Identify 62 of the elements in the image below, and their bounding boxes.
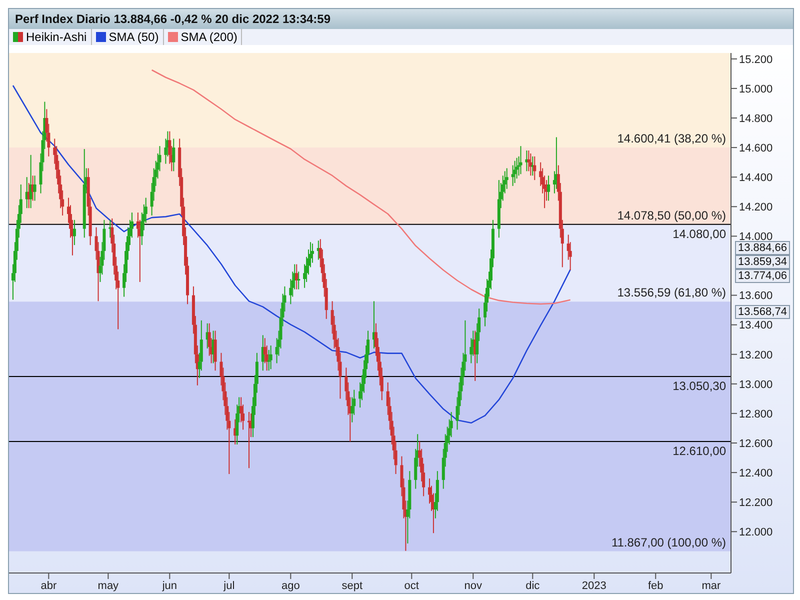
line-series (12, 84, 571, 424)
candlestick (505, 168, 508, 190)
ref-line-label: 13.050,30 (672, 379, 726, 393)
line-series (151, 69, 571, 305)
candlestick (172, 138, 176, 172)
y-tick-label: 14.000 (739, 231, 773, 244)
y-tick-label: 15.200 (739, 54, 773, 66)
ref-line-label: 12.610,00 (672, 444, 726, 458)
text: 13.774,06 (735, 269, 790, 283)
x-tick-label: sept (342, 580, 363, 592)
x-tick-label: may (98, 580, 120, 592)
legend-label: Heikin-Ashi (26, 30, 87, 44)
x-tick-label: dic (526, 580, 540, 592)
x-tick-label: jul (222, 580, 235, 592)
x-tick-label: 2023 (582, 580, 606, 592)
candlestick (529, 152, 532, 176)
y-tick-label: 14.800 (739, 112, 773, 125)
x-tick-label: jun (161, 580, 178, 592)
candlestick (533, 156, 536, 181)
y-tick-label: 12.000 (739, 526, 773, 539)
text: 13.568,74 (735, 305, 790, 319)
candlestick (72, 219, 76, 246)
x-tick-label: feb (648, 580, 664, 592)
legend-label: SMA (200) (180, 30, 238, 44)
band-label: 11.867,00 (100,00 %) (611, 535, 726, 550)
chart-title: Perf Index Diario 13.884,66 -0,42 % 20 dic 2022 13:34:59 (9, 9, 793, 29)
y-tick-label: 13.200 (739, 349, 773, 362)
candlestick (511, 164, 514, 186)
y-tick-label: 14.600 (739, 142, 773, 154)
candlestick (269, 345, 272, 370)
x-tick-label: ago (281, 580, 300, 592)
y-tick-label: 13.400 (739, 320, 773, 332)
band-label: 14.600,41 (38,20 %) (617, 131, 726, 146)
y-tick-label: 14.400 (739, 172, 773, 184)
candlestick (297, 271, 300, 290)
ref-line-label: 14.080,00 (672, 226, 726, 241)
text: 13.859,34 (735, 255, 790, 269)
candlestick (519, 146, 522, 175)
candlestick (248, 411, 251, 469)
x-tick-label: mar (702, 580, 721, 592)
y-tick-label: 13.000 (739, 378, 773, 391)
candlestick (527, 150, 530, 172)
text: 13.884,66 (735, 241, 790, 255)
candlestick (547, 175, 550, 202)
x-tick-label: oct (404, 580, 419, 592)
candlestick (214, 330, 217, 372)
band-label: 14.078,50 (50,00 %) (617, 208, 726, 223)
x-tick-label: nov (464, 580, 483, 592)
y-tick-label: 12.400 (739, 467, 773, 480)
candlestick (267, 349, 270, 372)
y-tick-label: 12.800 (739, 408, 773, 420)
y-tick-label: 15.000 (739, 83, 773, 96)
y-tick-label: 13.600 (739, 290, 773, 302)
x-tick-label: abr (40, 580, 57, 592)
y-tick-label: 12.600 (739, 438, 773, 450)
y-tick-label: 14.200 (739, 202, 773, 214)
y-tick-label: 12.200 (739, 496, 773, 509)
band-label: 13.556,59 (61,80 %) (617, 286, 726, 300)
candlestick (295, 264, 298, 290)
legend-label: SMA (50) (108, 30, 159, 44)
candlestick (513, 160, 516, 184)
candlestick (310, 243, 314, 264)
